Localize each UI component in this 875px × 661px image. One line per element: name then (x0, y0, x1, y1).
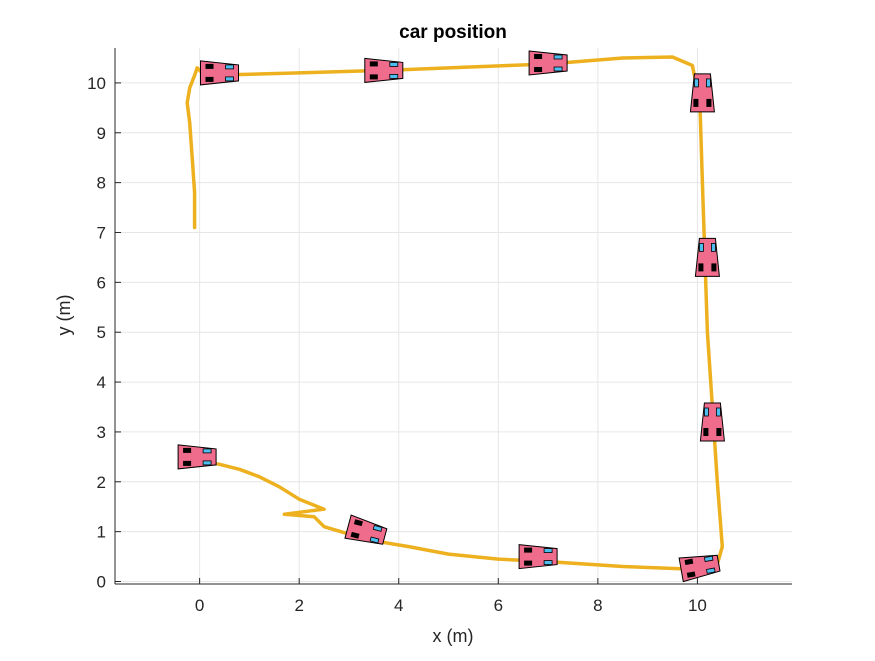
front-wheel (704, 407, 709, 417)
front-wheel (703, 555, 714, 562)
rear-wheel (183, 460, 192, 466)
chart-title: car position (399, 22, 507, 43)
y-tick-label: 7 (97, 223, 106, 242)
rear-wheel (703, 428, 709, 436)
y-tick-label: 10 (87, 74, 106, 93)
y-tick-label: 0 (97, 573, 106, 592)
rear-wheel (711, 263, 717, 272)
y-tick-label: 2 (97, 473, 106, 492)
y-tick-label: 5 (97, 323, 106, 342)
rear-wheel (693, 98, 699, 107)
car-body (344, 514, 388, 545)
x-tick-label: 10 (688, 596, 707, 615)
car-marker (689, 73, 715, 113)
grid (115, 48, 792, 584)
front-wheel (716, 407, 721, 417)
rear-wheel (205, 76, 214, 82)
front-wheel (694, 78, 699, 88)
plot-area (177, 50, 725, 583)
front-wheel (225, 76, 234, 82)
car-marker (200, 60, 239, 86)
front-wheel (389, 74, 399, 79)
axes: 0 2 4 6 8 10 0 1 2 3 4 5 6 7 8 9 10 (87, 48, 792, 615)
y-tick-label: 3 (97, 423, 106, 442)
front-wheel (225, 64, 234, 70)
front-wheel (372, 524, 383, 532)
front-wheel (699, 242, 704, 252)
rear-wheel (698, 263, 704, 272)
rear-wheel (350, 531, 360, 539)
trajectory-line (185, 55, 725, 571)
rear-wheel (353, 519, 363, 527)
car-marker (518, 544, 558, 570)
front-wheel (202, 448, 212, 454)
front-wheel (369, 536, 380, 544)
x-tick-label: 8 (593, 596, 602, 615)
rear-wheel (686, 571, 696, 578)
y-tick-label: 4 (97, 373, 106, 392)
front-wheel (543, 560, 553, 565)
front-wheel (706, 78, 711, 88)
y-tick-label: 6 (97, 273, 106, 292)
rear-wheel (706, 98, 712, 107)
x-axis-label: x (m) (433, 626, 474, 646)
car-marker (678, 554, 721, 583)
rear-wheel (684, 558, 694, 565)
car-marker (364, 57, 404, 83)
rear-wheel (716, 428, 722, 436)
car-marker (694, 237, 720, 277)
front-wheel (389, 62, 399, 67)
car-body (678, 554, 721, 583)
front-wheel (706, 567, 716, 574)
front-wheel (553, 66, 563, 72)
rear-wheel (369, 74, 378, 80)
front-wheel (543, 548, 553, 553)
x-tick-label: 4 (394, 596, 403, 615)
x-tick-label: 6 (494, 596, 503, 615)
front-wheel (711, 242, 716, 252)
front-wheel (553, 54, 563, 60)
rear-wheel (369, 61, 378, 67)
x-tick-label: 2 (294, 596, 303, 615)
rear-wheel (205, 63, 214, 69)
y-tick-label: 8 (97, 174, 106, 193)
y-tick-label: 1 (97, 523, 106, 542)
front-wheel (202, 460, 212, 466)
x-tick-label: 0 (195, 596, 204, 615)
y-axis-label: y (m) (54, 295, 74, 336)
rear-wheel (524, 560, 533, 566)
car-marker (528, 50, 568, 76)
car-marker (699, 402, 725, 442)
rear-wheel (183, 447, 192, 453)
car-marker (344, 514, 388, 545)
car-marker (177, 444, 217, 470)
rear-wheel (534, 54, 543, 59)
rear-wheel (524, 547, 533, 553)
y-tick-label: 9 (97, 124, 106, 143)
rear-wheel (534, 67, 543, 72)
